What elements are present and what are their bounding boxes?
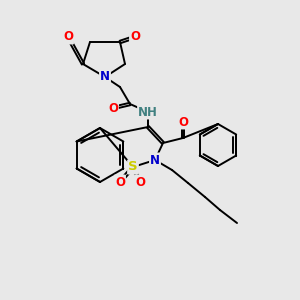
Text: N: N (150, 154, 160, 166)
Text: NH: NH (138, 106, 158, 118)
Text: O: O (135, 176, 145, 188)
Text: O: O (130, 31, 140, 44)
Text: O: O (178, 116, 188, 128)
Text: N: N (100, 70, 110, 83)
Text: O: O (108, 101, 118, 115)
Text: O: O (115, 176, 125, 188)
Text: S: S (128, 160, 138, 173)
Text: O: O (63, 31, 73, 44)
